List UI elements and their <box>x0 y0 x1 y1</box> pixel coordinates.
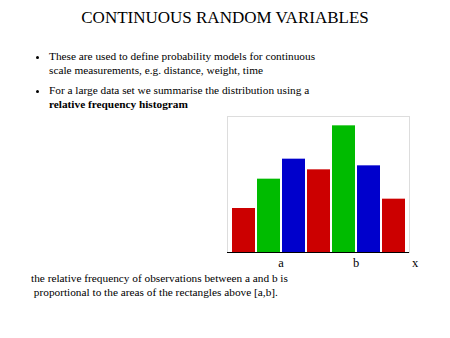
svg-text:b: b <box>353 256 359 270</box>
html-text:For a large data set we summar: For a large data set we summarise the di… <box>49 84 310 96</box>
html-text:the relative frequency of obse: the relative frequency of observations b… <box>31 272 288 284</box>
html-text:CONTINUOUS RANDOM VARIABLES: CONTINUOUS RANDOM VARIABLES <box>81 8 369 27</box>
svg-text:x: x <box>412 256 419 270</box>
svg-text:a: a <box>278 256 284 270</box>
html-text:These are used to define proba: These are used to define probability mod… <box>49 50 315 62</box>
html-text:relative frequency histogram: relative frequency histogram <box>49 97 188 110</box>
html-text:proportional to the areas of t: proportional to the areas of the rectang… <box>31 285 278 298</box>
html-text:scale measurements, e.g. dista: scale measurements, e.g. distance, weigh… <box>49 63 263 76</box>
